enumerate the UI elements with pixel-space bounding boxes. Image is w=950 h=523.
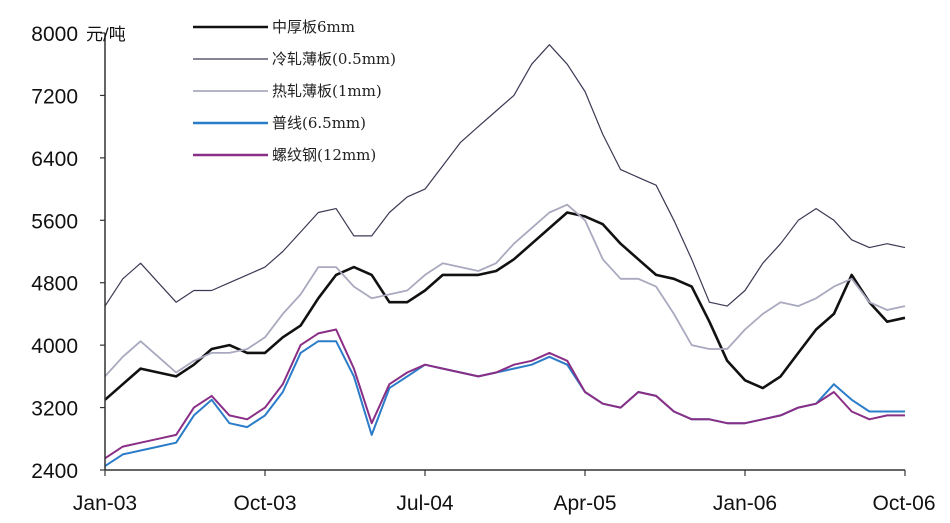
legend-label: 热轧薄板(1mm) — [272, 82, 382, 100]
x-tick-label: Jul-04 — [396, 492, 454, 515]
plot-lines — [105, 45, 905, 466]
y-tick-label: 5600 — [31, 210, 78, 233]
series-line-5 — [105, 330, 905, 459]
x-tick-label: Oct-03 — [233, 492, 296, 515]
legend: 中厚板6mm 冷轧薄板(0.5mm) 热轧薄板(1mm) 普线(6.5mm) 螺纹钢(1… — [193, 18, 396, 164]
legend-label: 冷轧薄板(0.5mm) — [272, 50, 396, 68]
y-tick-label: 8000 — [31, 23, 78, 46]
x-tick-label: Oct-06 — [872, 492, 935, 515]
series-line-1 — [105, 213, 905, 400]
y-tick-label: 6400 — [31, 148, 78, 171]
y-ticks: 8000 7200 6400 5600 4800 4000 3200 2400 — [31, 23, 105, 483]
legend-label: 中厚板6mm — [272, 18, 355, 36]
y-tick-label: 3200 — [31, 398, 78, 421]
x-ticks: Jan-03 Oct-03 Jul-04 Apr-05 Jan-06 Oct-06 — [73, 470, 936, 515]
y-tick-label: 4000 — [31, 335, 78, 358]
y-tick-label: 7200 — [31, 85, 78, 108]
y-tick-label: 2400 — [31, 460, 78, 483]
legend-label: 普线(6.5mm) — [272, 114, 366, 132]
x-tick-label: Jan-03 — [73, 492, 137, 515]
unit-label: 元/吨 — [86, 25, 126, 45]
legend-label: 螺纹钢(12mm) — [272, 146, 376, 164]
series-line-4 — [105, 341, 905, 466]
series-line-2 — [105, 45, 905, 306]
y-tick-label: 4800 — [31, 273, 78, 296]
x-tick-label: Apr-05 — [553, 492, 616, 515]
series-line-3 — [105, 205, 905, 377]
x-tick-label: Jan-06 — [713, 492, 777, 515]
